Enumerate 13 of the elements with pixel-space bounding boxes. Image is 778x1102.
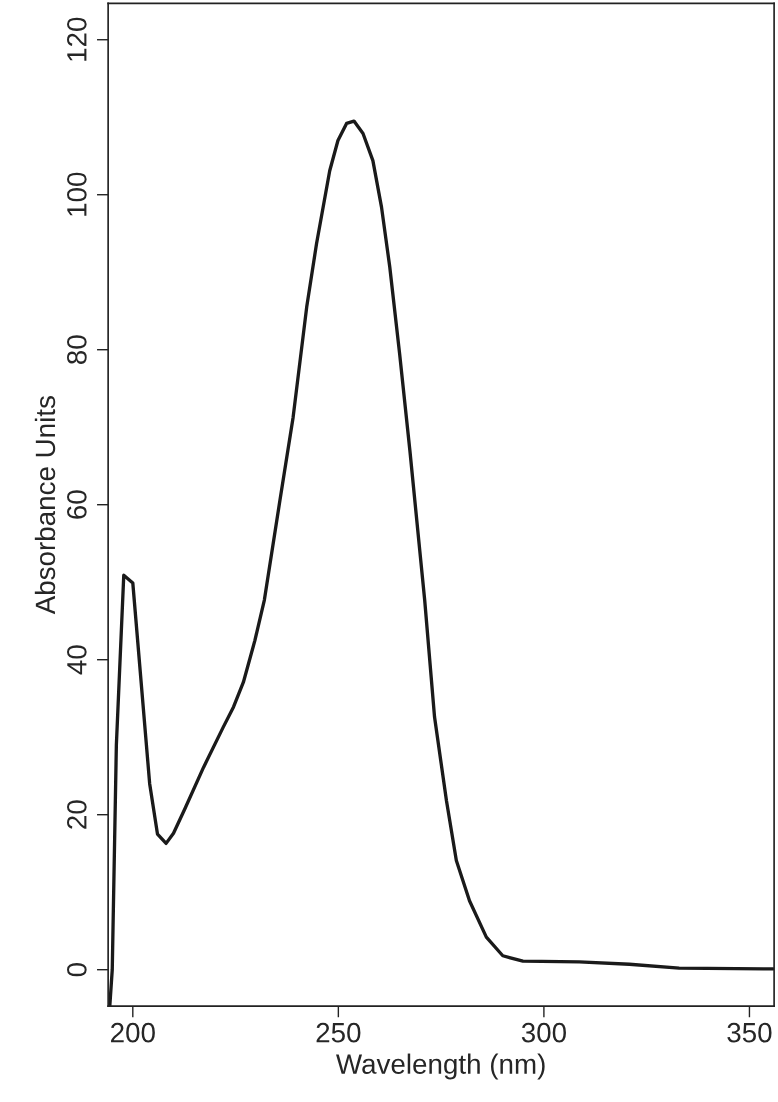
- x-axis-title: Wavelength (nm): [336, 1053, 545, 1080]
- y-tick-label: 100: [67, 172, 87, 216]
- x-tick-label: 300: [521, 1022, 566, 1043]
- y-tick-label: 0: [67, 963, 87, 977]
- x-tick-label: 200: [111, 1022, 155, 1043]
- y-tick-label: 40: [67, 645, 87, 675]
- x-tick-label: 350: [727, 1022, 772, 1043]
- y-tick-label: 20: [67, 800, 87, 829]
- x-tick-label: 250: [316, 1022, 361, 1043]
- y-tick-label: 80: [67, 335, 87, 364]
- y-axis-title: Absorbance Units: [34, 396, 56, 615]
- y-tick-label: 120: [67, 17, 87, 61]
- y-tick-label: 60: [67, 490, 87, 519]
